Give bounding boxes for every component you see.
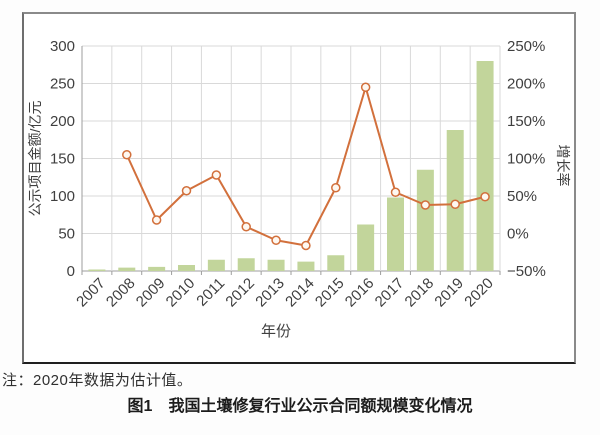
x-tick-label: 2011 <box>193 275 228 310</box>
x-tick-label: 2013 <box>252 275 288 311</box>
growth-marker <box>122 150 132 160</box>
bar-2007 <box>88 269 106 271</box>
right-axis-title: 增长率 <box>555 145 571 187</box>
bar-2012 <box>237 258 255 271</box>
x-tick-label: 2009 <box>133 275 169 311</box>
growth-marker <box>331 183 341 193</box>
figure-caption: 图1 我国土壤修复行业公示合同额规模变化情况 <box>0 392 600 416</box>
x-tick-label: 2008 <box>103 275 139 311</box>
bar-2020 <box>476 61 494 271</box>
x-tick-label: 2015 <box>312 275 348 311</box>
bar-2015 <box>327 255 345 271</box>
growth-marker <box>241 222 251 232</box>
right-axis-tick-label: 50% <box>507 188 537 205</box>
x-tick-label: 2007 <box>73 275 109 311</box>
x-tick-label: 2019 <box>431 275 467 311</box>
x-tick-label: 2010 <box>163 275 199 311</box>
right-axis-tick-label: 0% <box>507 226 529 243</box>
growth-marker <box>390 187 401 197</box>
right-axis-tick-label: 100% <box>507 151 545 168</box>
x-tick-label: 2012 <box>222 275 258 311</box>
bar-2014 <box>297 261 315 271</box>
growth-marker <box>360 82 371 92</box>
bar-2010 <box>178 265 195 271</box>
bar-2008 <box>118 267 136 271</box>
growth-marker <box>450 199 460 209</box>
left-axis-tick-label: 100 <box>50 188 75 205</box>
left-axis-tick-label: 300 <box>50 38 75 55</box>
figure-caption-number: 图1 <box>127 398 153 415</box>
bar-2011 <box>207 259 225 271</box>
left-axis-tick-label: 150 <box>50 151 75 168</box>
x-axis-title: 年份 <box>261 323 291 340</box>
growth-marker <box>211 170 222 180</box>
soil-remediation-combo-chart: 0 50 100 150 200 250 300 −50% 0% 50% 100% 150% 200% 2… <box>27 38 571 340</box>
bar-2013 <box>267 259 285 271</box>
growth-marker <box>480 192 490 202</box>
x-tick-label: 2017 <box>372 275 408 311</box>
left-axis-tick-label: 200 <box>50 113 75 130</box>
growth-marker <box>301 240 311 251</box>
growth-marker <box>420 200 431 210</box>
right-axis-tick-label: 200% <box>507 76 545 93</box>
bar-2016 <box>357 224 375 271</box>
left-axis-tick-label: 0 <box>67 263 75 280</box>
growth-marker <box>181 186 192 196</box>
chart-frame: 0 50 100 150 200 250 300 −50% 0% 50% 100% 150% 200% 2… <box>22 12 576 364</box>
left-axis-tick-label: 50 <box>58 226 75 243</box>
growth-marker <box>151 215 162 225</box>
right-axis-tick-label: −50% <box>507 263 546 280</box>
x-tick-label: 2014 <box>282 275 318 311</box>
bar-2017 <box>387 197 404 271</box>
x-tick-label: 2020 <box>461 275 497 311</box>
bar-2009 <box>148 266 166 271</box>
growth-marker <box>271 235 281 245</box>
figure-caption-title: 我国土壤修复行业公示合同额规模变化情况 <box>168 398 473 415</box>
bar-2018 <box>416 169 434 271</box>
x-tick-label: 2018 <box>402 275 438 311</box>
left-axis-tick-label: 250 <box>50 76 75 93</box>
right-axis-tick-label: 250% <box>507 38 545 55</box>
left-axis-title: 公示项目金额/亿元 <box>27 101 43 217</box>
chart-note: 注：2020年数据为估计值。 <box>2 372 193 389</box>
right-axis-tick-label: 150% <box>507 113 545 130</box>
x-tick-label: 2016 <box>342 275 378 311</box>
